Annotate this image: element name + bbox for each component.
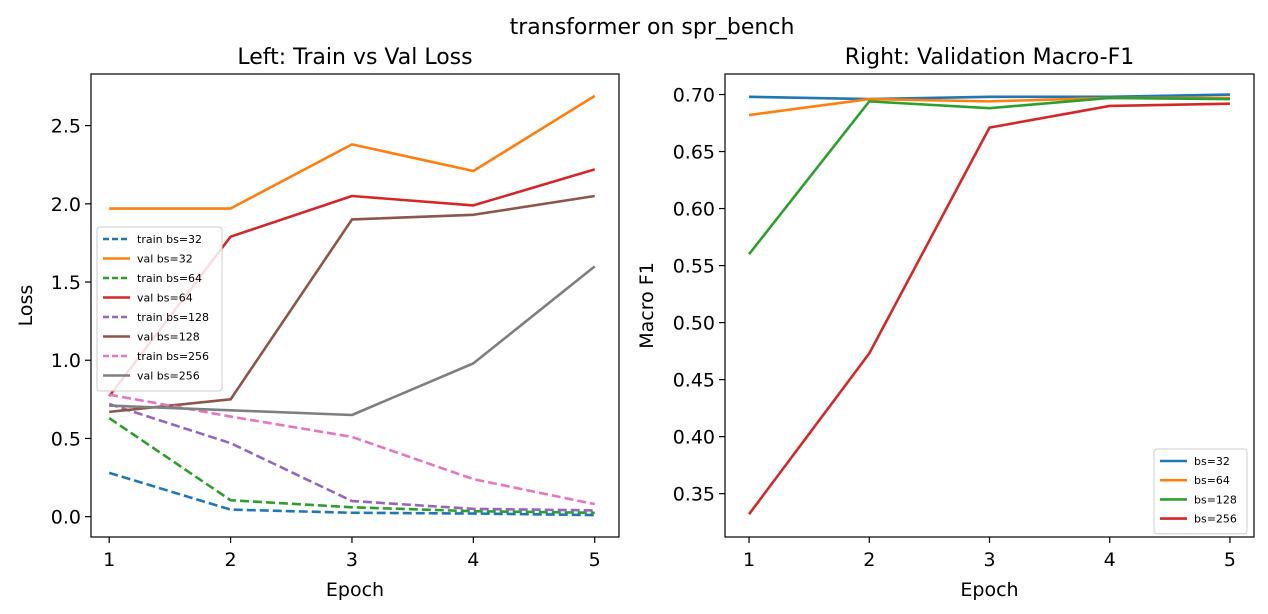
legend-label: bs=256 (1194, 513, 1237, 526)
y-tick-label: 2.0 (51, 194, 81, 216)
x-tick-label: 5 (1224, 549, 1236, 571)
legend-box (1153, 448, 1248, 535)
y-tick-label: 0.55 (673, 256, 715, 278)
series-line-train-bs-32 (108, 471, 595, 517)
x-tick-label: 4 (1104, 549, 1116, 571)
x-tick-label: 1 (743, 549, 755, 571)
x-tick-label: 3 (346, 549, 358, 571)
legend: bs=32 bs=64 bs=128 bs=256 (1153, 448, 1248, 535)
right-f1-chart: Right: Validation Macro-F1 Epoch Macro F1 1… (636, 45, 1255, 601)
legend-label: val bs=32 (137, 253, 193, 266)
x-tick-label: 2 (225, 549, 237, 571)
x-axis-label: Epoch (326, 579, 384, 601)
y-axis-label: Macro F1 (636, 262, 658, 349)
series-line-val-bs-256 (109, 265, 596, 417)
x-tick-label: 2 (863, 549, 875, 571)
y-axis-label: Loss (15, 285, 37, 327)
y-tick-label: 0.70 (673, 85, 715, 107)
y-tick-label: 2.5 (51, 116, 81, 138)
y-tick-label: 1.5 (51, 272, 81, 294)
y-tick-label: 0.45 (673, 370, 715, 392)
legend-label: train bs=64 (137, 272, 202, 285)
y-tick-label: 0.40 (673, 427, 715, 449)
y-tick-label: 0.65 (673, 142, 715, 164)
y-tick-label: 1.0 (51, 350, 81, 372)
series-line-val-bs-128 (109, 194, 595, 414)
legend: train bs=32 val bs=32 train bs=64 val bs=64… (96, 226, 223, 392)
x-axis-label: Epoch (960, 579, 1018, 601)
y-tick-label: 0.60 (673, 199, 715, 221)
series-line-bs-256 (748, 102, 1230, 515)
x-tick-label: 1 (103, 549, 115, 571)
y-tick-label: 0.35 (673, 484, 715, 506)
legend-label: bs=64 (1194, 474, 1230, 487)
legend-label: val bs=64 (137, 292, 193, 305)
legend-label: bs=128 (1194, 493, 1237, 506)
x-tick-label: 5 (589, 549, 601, 571)
y-tick-label: 0.5 (51, 428, 81, 450)
legend-label: bs=32 (1194, 455, 1230, 468)
y-tick-label: 0.0 (51, 507, 81, 529)
y-tick-label: 0.50 (673, 313, 715, 335)
x-tick-label: 4 (467, 549, 479, 571)
figure-suptitle: transformer on spr_bench (510, 15, 795, 40)
left-loss-chart: Left: Train vs Val Loss Epoch Loss 1 2 3 4 5 0.0… (15, 45, 620, 601)
series-line-train-bs-128 (108, 402, 595, 512)
legend-box (96, 226, 223, 392)
legend-label: val bs=128 (137, 331, 200, 344)
chart-title: Right: Validation Macro-F1 (845, 45, 1135, 70)
series-line-train-bs-64 (108, 417, 595, 515)
legend-label: train bs=128 (137, 311, 209, 324)
series-line-bs-32 (749, 93, 1230, 101)
series-line-val-bs-32 (109, 94, 596, 210)
chart-title: Left: Train vs Val Loss (237, 45, 472, 70)
legend-label: train bs=256 (137, 350, 209, 363)
series-line-bs-128 (748, 96, 1230, 255)
legend-label: train bs=32 (137, 233, 202, 246)
legend-label: val bs=256 (137, 370, 200, 383)
x-tick-label: 3 (983, 549, 995, 571)
